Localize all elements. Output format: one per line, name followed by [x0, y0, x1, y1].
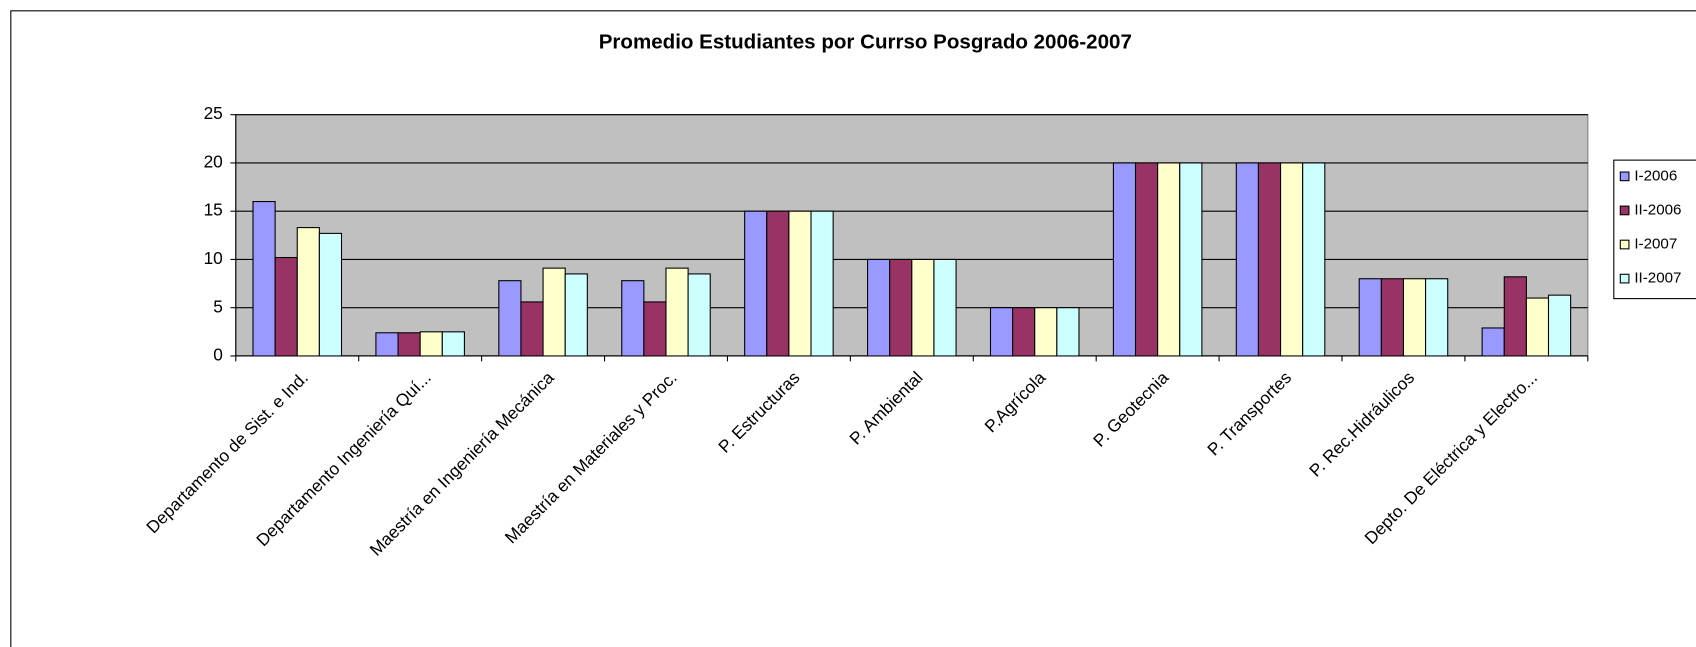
bar	[520, 301, 544, 357]
bar	[687, 273, 711, 357]
bar	[911, 258, 935, 357]
bar	[1012, 307, 1036, 357]
bar	[441, 331, 465, 357]
bar	[542, 267, 566, 357]
y-tick-label: 10	[204, 248, 223, 268]
legend-swatch	[1619, 273, 1630, 284]
bar	[1503, 276, 1527, 357]
y-tick-label: 25	[204, 103, 223, 123]
bar	[744, 210, 768, 357]
bar	[1134, 162, 1159, 357]
bar	[889, 258, 913, 357]
bar	[419, 331, 443, 357]
bar	[933, 258, 957, 357]
bar	[867, 258, 891, 357]
bar	[1481, 327, 1505, 357]
legend-label: II-2007	[1634, 270, 1681, 287]
bar	[274, 256, 298, 357]
bar	[252, 201, 276, 357]
bar	[810, 210, 834, 357]
bar	[1034, 307, 1058, 357]
bar	[1380, 278, 1405, 357]
bar	[643, 301, 667, 357]
bar	[318, 232, 343, 357]
bar	[1402, 278, 1427, 357]
bar	[621, 280, 645, 357]
bar	[296, 227, 320, 357]
y-tick-label: 0	[213, 345, 223, 365]
y-tick-label: 15	[204, 200, 223, 220]
legend-swatch	[1619, 239, 1630, 250]
bar	[498, 280, 522, 357]
bar	[1112, 162, 1137, 357]
legend-label: I-2006	[1634, 167, 1677, 184]
legend-label: II-2006	[1634, 201, 1681, 218]
bar	[1302, 162, 1326, 357]
bar	[788, 210, 812, 357]
chart-title: Promedio Estudiantes por Currso Posgrado…	[599, 31, 1132, 54]
bar	[1257, 162, 1282, 357]
bar	[1547, 294, 1572, 357]
bar	[1525, 297, 1550, 357]
bar	[1280, 162, 1304, 357]
bar	[1056, 307, 1080, 357]
legend-label: I-2007	[1634, 236, 1677, 253]
legend-swatch	[1619, 171, 1630, 182]
y-tick-label: 5	[213, 296, 223, 316]
bar	[665, 267, 689, 357]
bar	[989, 307, 1014, 357]
bar	[1157, 162, 1181, 357]
bar	[1179, 162, 1203, 357]
legend-swatch	[1619, 205, 1630, 216]
bar	[766, 210, 790, 357]
bar	[375, 332, 399, 357]
bar	[397, 332, 421, 357]
bar	[1358, 278, 1382, 357]
y-tick-label: 20	[204, 152, 223, 172]
bar	[564, 273, 588, 357]
bar	[1235, 162, 1259, 357]
bar	[1425, 278, 1449, 357]
